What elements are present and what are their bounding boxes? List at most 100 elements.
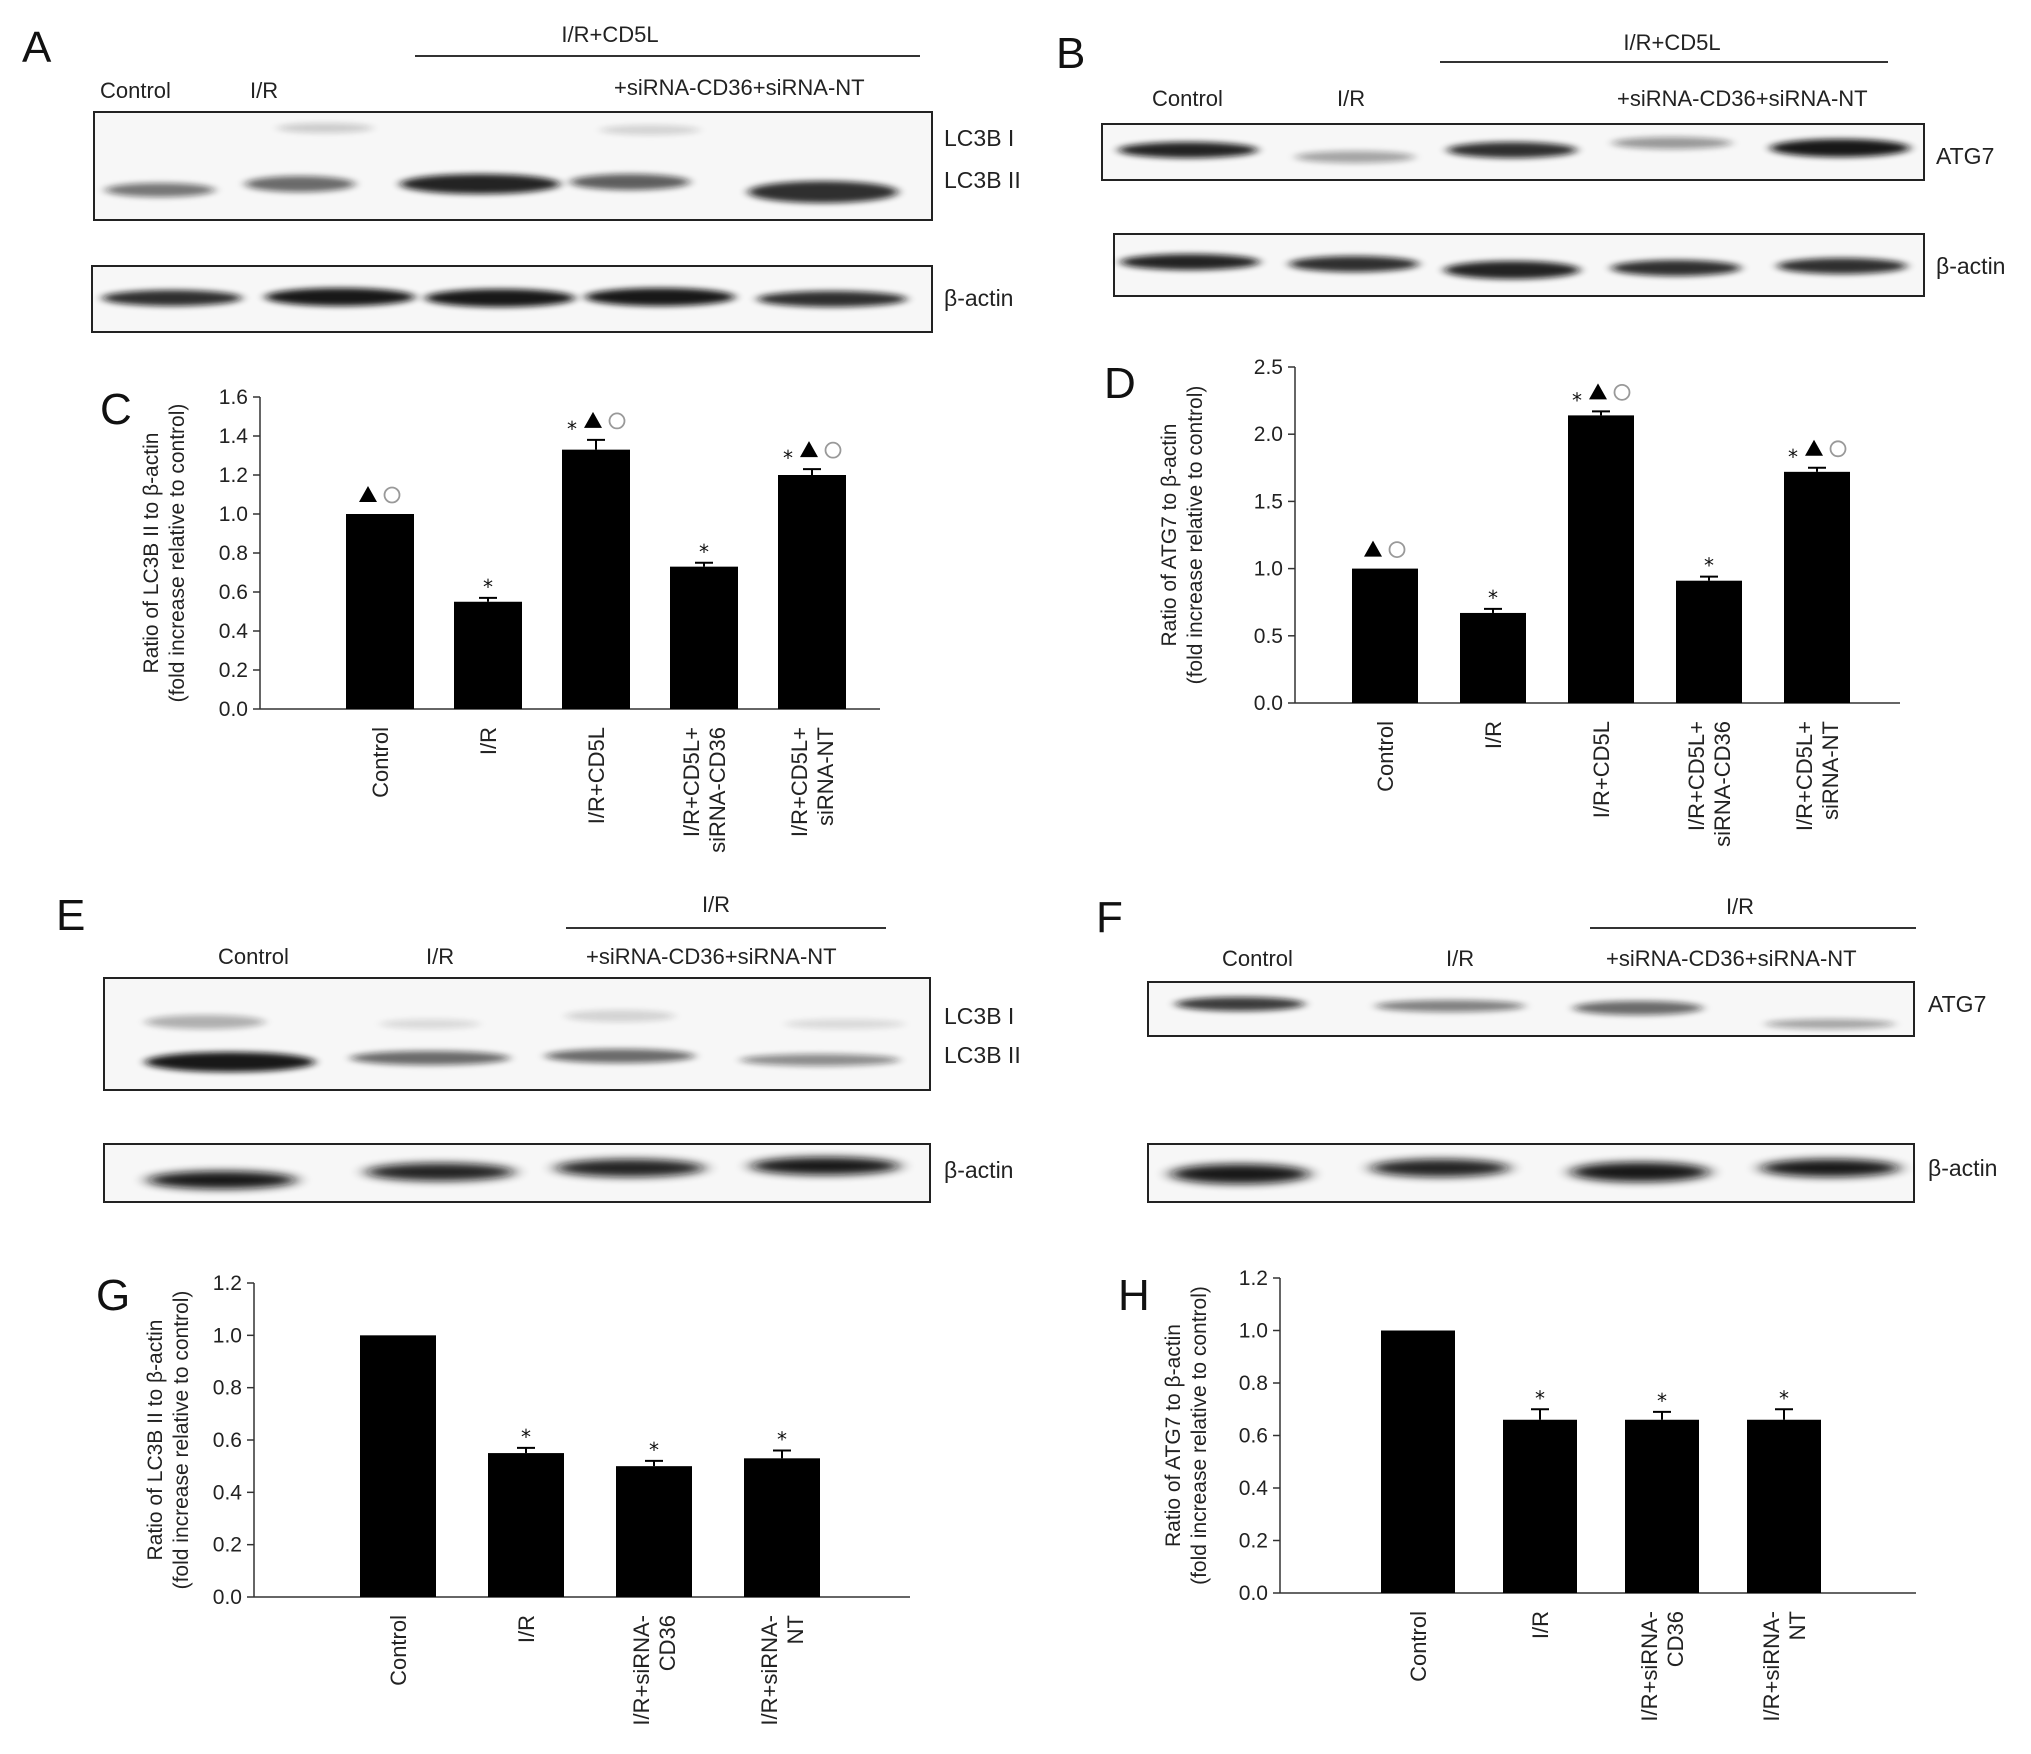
y-tick-label: 0.4 — [1239, 1477, 1269, 1500]
significance-star: * — [1788, 445, 1798, 469]
band-label-atg7-b: ATG7 — [1936, 143, 1994, 169]
band — [570, 174, 690, 190]
band — [1120, 254, 1260, 270]
y-tick-label: 1.0 — [1254, 558, 1283, 581]
bar — [1460, 612, 1526, 703]
lane-label-ir: I/R — [1446, 946, 1474, 971]
y-tick-label: 0.5 — [1254, 625, 1283, 648]
band — [1573, 1001, 1703, 1015]
band — [380, 1019, 480, 1029]
y-axis-label: Ratio of LC3B II to β-actin — [140, 433, 163, 674]
x-category-label: I/R — [514, 1615, 539, 1643]
y-axis-label: Ratio of ATG7 to β-actin — [1162, 1324, 1185, 1547]
chart-d: 0.0 0.5 1.0 1.5 2.0 2.5 Ratio of ATG7 to β-act… — [1158, 356, 1900, 847]
band — [750, 1157, 900, 1175]
bracket-label-f: I/R — [1726, 894, 1754, 919]
loading-label-b: β-actin — [1936, 253, 2005, 279]
x-category-label: I/R+CD5L — [584, 727, 609, 824]
x-category-label: CD36 — [655, 1615, 680, 1671]
lane-label-sirna: +siRNA-CD36+siRNA-NT — [586, 944, 837, 969]
band — [1612, 137, 1732, 149]
band — [400, 174, 560, 194]
y-tick-label: 0.4 — [219, 620, 249, 643]
x-category-label: Control — [1373, 721, 1398, 792]
significance-triangle — [800, 441, 818, 458]
x-category-label: siRNA-CD36 — [705, 727, 730, 853]
y-tick-label: 0.8 — [219, 542, 248, 565]
panel-letter-f: F — [1096, 893, 1123, 942]
x-category-label: I/R+CD5L+ — [787, 727, 812, 837]
band — [265, 288, 415, 306]
band — [757, 291, 907, 307]
lane-label-ir: I/R — [426, 944, 454, 969]
significance-star: * — [649, 1438, 659, 1462]
panel-e-blot: E I/R Control I/R +siRNA-CD36+siRNA-NT L… — [56, 891, 1021, 1203]
x-category-label: I/R — [1481, 721, 1506, 749]
band-group-lc3b — [105, 123, 898, 203]
x-category-label: I/R — [1528, 1611, 1553, 1639]
bar — [1503, 1419, 1577, 1593]
y-tick-label: 0.0 — [213, 1586, 242, 1609]
band — [102, 290, 242, 306]
bar — [360, 1335, 436, 1597]
panel-letter-b: B — [1056, 29, 1085, 78]
bar — [744, 1458, 820, 1597]
y-tick-label: 2.0 — [1254, 423, 1283, 446]
y-axis-label-2: (fold increase relative to control) — [1184, 386, 1207, 685]
significance-star: * — [1535, 1386, 1545, 1410]
significance-star: * — [783, 446, 793, 470]
x-category-label: Control — [368, 727, 393, 798]
lane-label-control: Control — [1152, 86, 1223, 111]
significance-triangle — [584, 411, 602, 428]
y-tick-label: 0.6 — [219, 581, 248, 604]
bracket-label-b: I/R+CD5L — [1623, 30, 1720, 55]
x-category-label: I/R+CD5L+ — [1792, 721, 1817, 831]
significance-star: * — [1572, 388, 1582, 412]
band — [277, 123, 373, 133]
chart-h: 0.0 0.2 0.4 0.6 0.8 1.0 1.2 Ratio of ATG7 to β-… — [1162, 1267, 1916, 1722]
significance-triangle — [1589, 383, 1607, 400]
blot-box-lc3b — [93, 111, 933, 221]
significance-circle — [1829, 440, 1847, 458]
y-axis-label-2: (fold increase relative to control) — [170, 1291, 193, 1590]
lane-label-sirna: +siRNA-CD36+siRNA-NT — [1617, 86, 1868, 111]
band — [1447, 142, 1577, 158]
y-axis-label: Ratio of LC3B II to β-actin — [144, 1320, 167, 1561]
band — [425, 289, 575, 307]
lane-label-ir: I/R — [1337, 86, 1365, 111]
y-axis-label-2: (fold increase relative to control) — [1188, 1286, 1211, 1585]
band — [600, 125, 700, 135]
bar — [1747, 1419, 1821, 1593]
panel-letter-g: G — [96, 1271, 130, 1320]
band — [785, 1019, 905, 1029]
significance-triangle — [1364, 540, 1382, 557]
band — [1570, 1162, 1710, 1182]
x-category-label: siRNA-CD36 — [1710, 721, 1735, 847]
y-tick-label: 0.0 — [1254, 692, 1283, 715]
bar — [488, 1453, 564, 1597]
significance-star: * — [1779, 1386, 1789, 1410]
band-group-actin-b — [1120, 254, 1907, 279]
significance-circle — [1388, 541, 1406, 558]
significance-star: * — [1657, 1389, 1667, 1413]
band — [245, 176, 355, 192]
band — [1370, 1159, 1510, 1177]
band — [748, 181, 898, 203]
band — [1765, 1019, 1895, 1029]
significance-star: * — [521, 1425, 531, 1449]
loading-label-e: β-actin — [944, 1157, 1013, 1183]
bar — [1568, 415, 1634, 703]
x-category-label: I/R+CD5L+ — [1684, 721, 1709, 831]
significance-star: * — [777, 1427, 787, 1451]
significance-star: * — [699, 540, 709, 564]
y-tick-label: 0.0 — [219, 698, 248, 721]
y-tick-label: 0.4 — [213, 1481, 243, 1504]
panel-a-blot: A I/R+CD5L Control I/R +siRNA-CD36+siRNA… — [22, 22, 1021, 333]
bar — [1784, 471, 1850, 703]
bracket-label-e: I/R — [702, 892, 730, 917]
y-tick-label: 0.8 — [213, 1377, 242, 1400]
y-tick-label: 1.6 — [219, 386, 248, 409]
bar — [1676, 580, 1742, 703]
x-category-label: I/R+CD5L — [1589, 721, 1614, 818]
